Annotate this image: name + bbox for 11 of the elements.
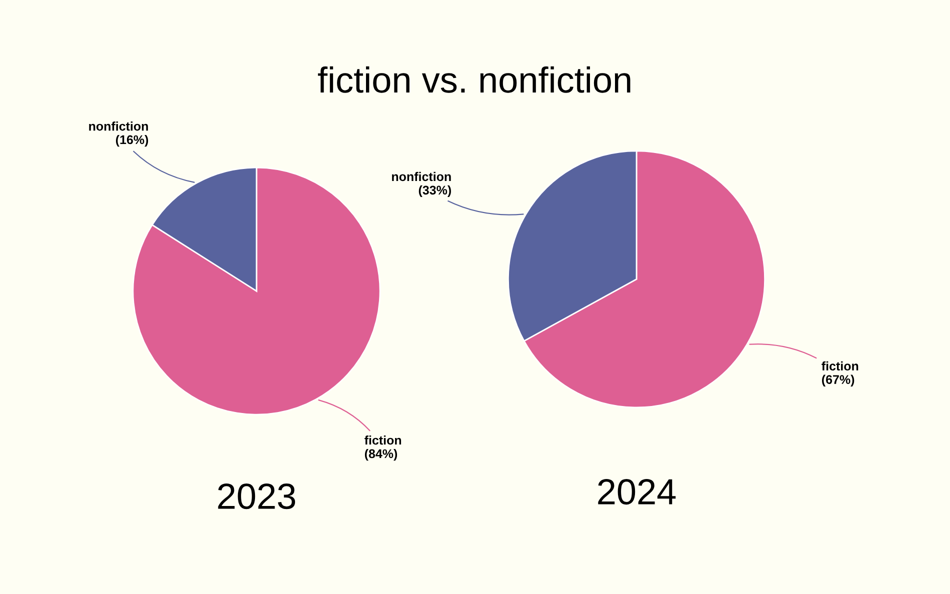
data-label: (67%) [822,374,854,386]
slice-label: nonfiction [89,122,148,131]
slice-label: fiction [364,435,402,445]
data-label: (33%) [418,185,451,198]
data-label: (16%) [116,134,148,147]
text: fiction vs. nonfiction [318,66,630,93]
slice-label: fiction [822,361,858,371]
text: 2024 [598,479,676,505]
data-label: (84%) [364,448,398,461]
slice-label: nonfiction [392,172,451,182]
text: 2023 [218,484,296,510]
